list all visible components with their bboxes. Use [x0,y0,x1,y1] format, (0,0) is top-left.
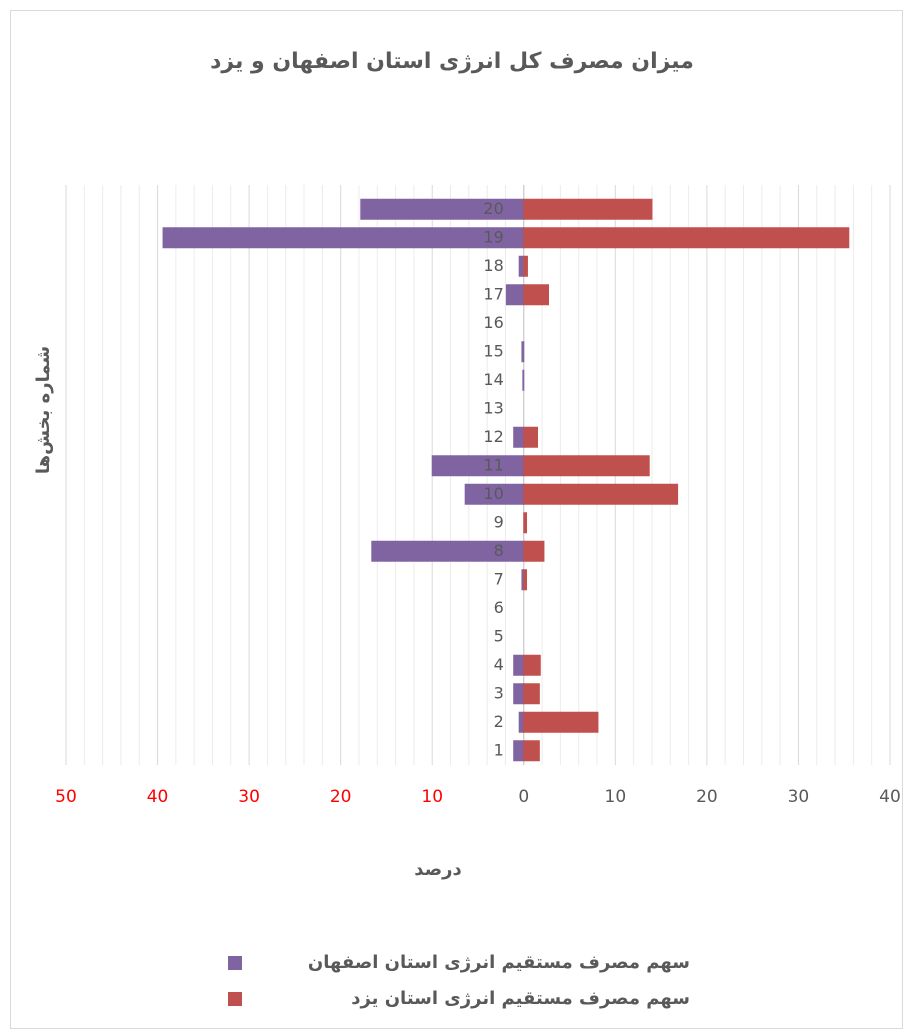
y-tick-label: 1 [494,740,504,759]
x-tick-label: 20 [330,787,352,807]
bar [514,684,524,704]
bar [524,427,538,447]
y-tick-label: 19 [483,227,503,246]
x-tick-label: 40 [879,787,901,807]
legend-swatch [228,956,242,970]
chart: میزان مصرف کل انرژی استان اصفهان و یزد د… [0,0,904,1030]
legend-label: سهم مصرف مستقیم انرژی استان اصفهان [308,952,690,973]
bar [519,712,524,732]
bar [514,741,524,761]
x-tick-label: 40 [147,787,169,807]
y-tick-label: 20 [483,199,503,218]
y-tick-label: 16 [483,313,503,332]
bar [524,228,849,248]
x-axis-title: درصد [414,859,461,880]
y-tick-label: 10 [483,484,503,503]
bar [524,684,540,704]
bar [519,256,524,276]
y-tick-label: 14 [483,370,503,389]
bar [524,484,678,504]
y-tick-label: 7 [494,569,504,588]
y-tick-label: 2 [494,712,504,731]
bar [524,712,598,732]
legend-label: سهم مصرف مستقیم انرژی استان یزد [351,988,690,1009]
x-tick-label: 10 [421,787,443,807]
bar [524,570,527,590]
y-tick-label: 4 [494,655,504,674]
y-tick-label: 9 [494,512,504,531]
bar [524,655,540,675]
bar [524,541,544,561]
bar [524,199,652,219]
bar [524,285,549,305]
y-tick-label: 8 [494,541,504,560]
y-tick-label: 6 [494,598,504,617]
y-tick-label: 13 [483,398,503,417]
y-tick-label: 12 [483,427,503,446]
bar [432,456,524,476]
y-tick-label: 5 [494,626,504,645]
x-tick-label: 10 [605,787,627,807]
y-tick-label: 3 [494,683,504,702]
y-tick-label: 11 [483,455,503,474]
bar [524,741,540,761]
x-tick-label: 0 [518,787,529,807]
x-tick-label: 20 [696,787,718,807]
bar [514,655,524,675]
x-tick-label: 30 [238,787,260,807]
y-tick-label: 17 [483,284,503,303]
y-tick-label: 15 [483,341,503,360]
chart-title: میزان مصرف کل انرژی استان اصفهان و یزد [210,49,694,74]
y-tick-label: 18 [483,256,503,275]
bar [523,370,524,390]
bar [163,228,524,248]
bar [524,456,649,476]
legend-swatch [228,992,242,1006]
bar [514,427,524,447]
bar [506,285,523,305]
bar [524,256,528,276]
y-axis-title: شماره بخش‌ها [33,346,54,474]
x-tick-label: 30 [788,787,810,807]
x-tick-label: 50 [55,787,77,807]
bar [524,513,527,533]
bar [522,342,524,362]
